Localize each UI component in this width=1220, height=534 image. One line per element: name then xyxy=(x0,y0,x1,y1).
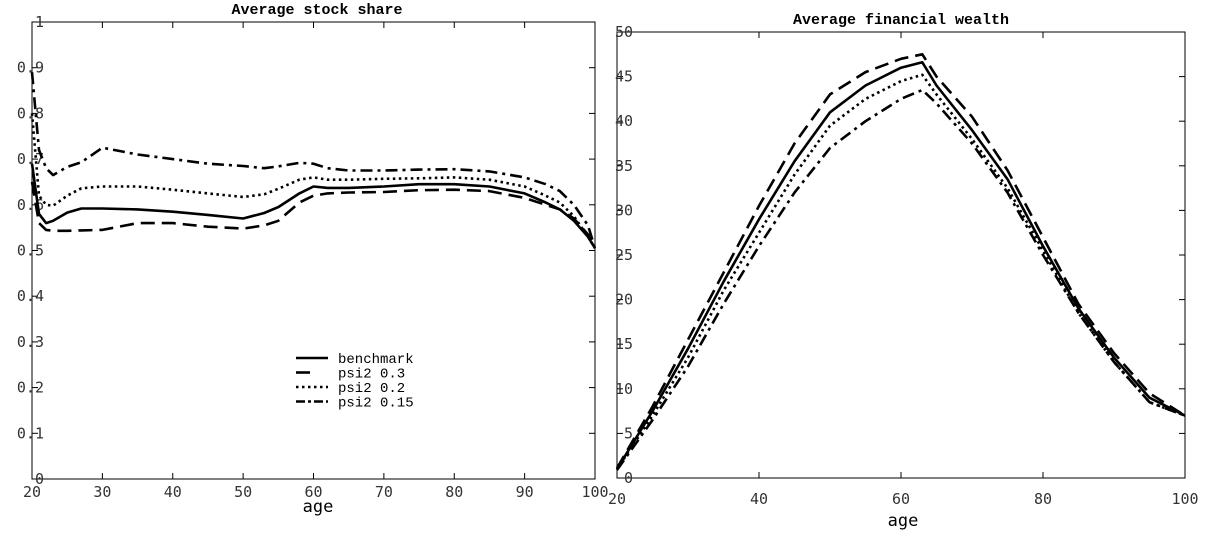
x-tick-label: 80 xyxy=(1034,490,1052,508)
y-tick-label: 0 xyxy=(35,470,44,488)
y-tick-label: 45 xyxy=(615,68,633,86)
y-tick-label: 20 xyxy=(615,291,633,309)
x-tick-label: 40 xyxy=(164,483,182,501)
series-line-solid xyxy=(615,61,1186,470)
y-tick-label: 10 xyxy=(615,380,633,398)
series-line-dotted xyxy=(615,73,1186,470)
x-tick-label: 20 xyxy=(608,490,626,508)
legend-label: psi2 0.2 xyxy=(338,381,405,397)
y-tick-label: 0.8 xyxy=(17,104,44,122)
y-tick-label: 25 xyxy=(615,246,633,264)
x-tick-label: 100 xyxy=(581,483,608,501)
series-line-benchmark xyxy=(30,163,597,249)
y-tick-label: 5 xyxy=(624,424,633,442)
financial-wealth-series xyxy=(615,53,1186,471)
y-tick-label: 1 xyxy=(35,13,44,31)
x-tick-label: 50 xyxy=(234,483,252,501)
series-line-psi2-0-2 xyxy=(30,113,597,249)
series-line-dashdot xyxy=(615,88,1186,471)
stock-share-x-axis-label: age xyxy=(303,497,334,517)
y-tick-label: 15 xyxy=(615,335,633,353)
series-line-longdash xyxy=(615,53,1186,469)
stock-share-plot-frame xyxy=(31,21,596,480)
legend-label: psi2 0.15 xyxy=(338,396,414,412)
financial-wealth-panel: Average financial wealth 20 40 60 80 100 0 5 10… xyxy=(608,12,1199,531)
stock-share-series xyxy=(30,72,597,249)
series-line-psi2-0-15 xyxy=(30,72,597,249)
financial-wealth-plot-frame xyxy=(616,31,1186,479)
stock-share-title: Average stock share xyxy=(231,2,402,19)
x-tick-label: 20 xyxy=(23,483,41,501)
y-tick-label: 40 xyxy=(615,112,633,130)
x-tick-label: 80 xyxy=(445,483,463,501)
financial-wealth-axes: 20 40 60 80 100 0 5 10 15 20 25 30 35 40 45 50 xyxy=(608,23,1199,508)
x-tick-label: 40 xyxy=(750,490,768,508)
y-tick-label: 0.2 xyxy=(17,379,44,397)
x-tick-label: 30 xyxy=(93,483,111,501)
x-tick-label: 100 xyxy=(1171,490,1198,508)
y-tick-label: 0 xyxy=(624,469,633,487)
stock-share-axes: 20 30 40 50 60 70 80 90 10000.10.20.30.40.50.60.… xyxy=(17,13,609,501)
series-line-psi2-0-3 xyxy=(30,181,597,247)
stock-share-panel: Average stock share 20 30 40 50 60 70 80 90 100 0… xyxy=(17,2,609,517)
x-tick-label: 90 xyxy=(516,483,534,501)
legend-label: benchmark xyxy=(338,352,414,368)
x-tick-label: 60 xyxy=(304,483,322,501)
y-tick-label: 0.5 xyxy=(17,242,44,260)
x-tick-label: 70 xyxy=(375,483,393,501)
financial-wealth-x-axis-label: age xyxy=(888,511,919,531)
x-tick-label: 60 xyxy=(892,490,910,508)
y-tick-label: 50 xyxy=(615,23,633,41)
y-tick-label: 35 xyxy=(615,157,633,175)
y-tick-label: 0.3 xyxy=(17,333,44,351)
financial-wealth-title: Average financial wealth xyxy=(793,12,1009,29)
y-tick-label: 0.4 xyxy=(17,287,44,305)
legend-label: psi2 0.3 xyxy=(338,367,405,383)
y-tick-label: 0.9 xyxy=(17,59,44,77)
y-tick-label: 30 xyxy=(615,201,633,219)
y-tick-label: 0.1 xyxy=(17,424,44,442)
